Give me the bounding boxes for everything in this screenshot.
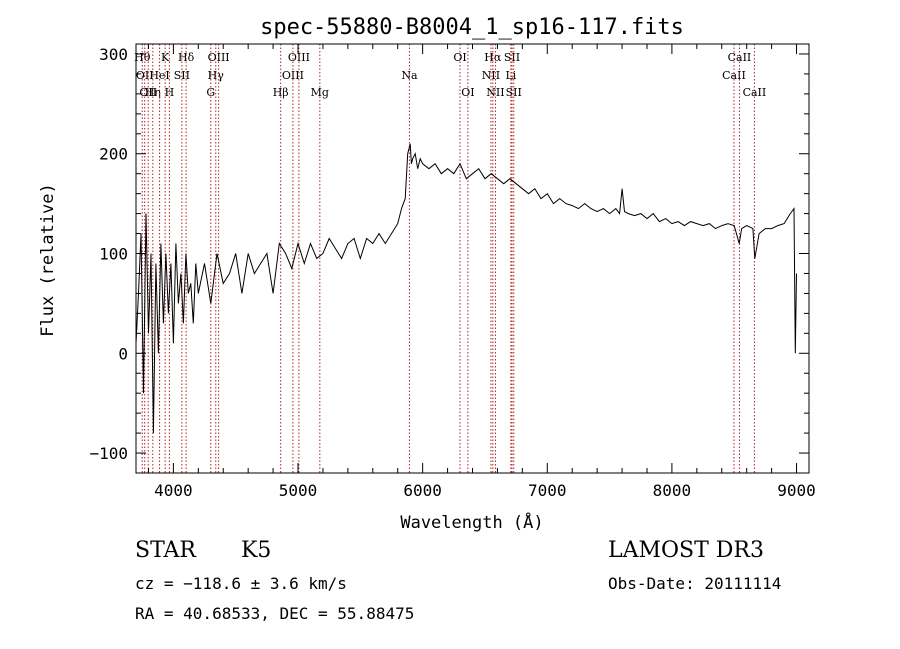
chart-title: spec-55880-B8004_1_sp16-117.fits [260, 15, 684, 40]
line-marker-label: NII [482, 69, 500, 82]
line-marker-label: Li [505, 69, 516, 82]
y-tick-label: 200 [99, 145, 128, 164]
x-tick-label: 8000 [653, 481, 692, 500]
line-marker-label: Na [401, 69, 418, 82]
y-axis-label: Flux (relative) [38, 183, 58, 337]
line-marker-label: Hη [145, 86, 161, 99]
x-tick-label: 7000 [528, 481, 567, 500]
line-marker-label: SII [506, 86, 522, 99]
line-marker-label: Hδ [178, 51, 195, 64]
line-marker-label: Mg [311, 86, 329, 99]
x-axis: 4000 5000 6000 7000 8000 9000 [147, 44, 816, 500]
line-marker-label: OI [453, 51, 466, 64]
spectrum-line [135, 143, 797, 434]
observation-date: Obs-Date: 20111114 [608, 574, 782, 593]
emission-line-markers: HθOIIOIIHηHeIKHSIIHδGHγOIIIHβOIIIOIIIMgN… [134, 44, 766, 473]
line-marker-label: SII [504, 51, 520, 64]
object-type: STAR [135, 538, 196, 563]
line-marker-label: CaII [743, 86, 767, 99]
line-marker-label: OIII [282, 69, 304, 82]
y-tick-label: 100 [99, 245, 128, 264]
x-tick-label: 9000 [777, 481, 816, 500]
x-tick-label: 4000 [154, 481, 193, 500]
line-marker-label: H [165, 86, 175, 99]
survey-name: LAMOST DR3 [608, 538, 764, 563]
y-axis: −100 0 100 200 300 [89, 45, 809, 463]
line-marker-label: HeI [149, 69, 169, 82]
line-marker-label: CaII [722, 69, 746, 82]
redshift-velocity: cz = −118.6 ± 3.6 km/s [135, 574, 347, 593]
line-marker-label: OII [136, 69, 154, 82]
x-tick-label: 6000 [403, 481, 442, 500]
line-marker-label: OI [461, 86, 474, 99]
x-tick-label: 5000 [279, 481, 318, 500]
object-subclass: K5 [241, 538, 272, 563]
line-marker-label: K [161, 51, 170, 64]
y-tick-label: 0 [118, 344, 128, 363]
line-marker-label: CaII [728, 51, 752, 64]
y-tick-label: 300 [99, 45, 128, 64]
line-marker-label: G [206, 86, 215, 99]
line-marker-label: Hβ [273, 86, 289, 99]
y-tick-label: −100 [89, 444, 128, 463]
line-marker-label: Hα [484, 51, 502, 64]
line-marker-label: SII [174, 69, 190, 82]
line-marker-label: NII [486, 86, 504, 99]
x-axis-label: Wavelength (Å) [400, 511, 543, 533]
line-marker-label: OII [139, 86, 157, 99]
line-marker-label: Hγ [208, 69, 225, 82]
line-marker-label: OIII [288, 51, 310, 64]
coordinates: RA = 40.68533, DEC = 55.88475 [135, 604, 415, 623]
line-marker-label: OIII [208, 51, 230, 64]
